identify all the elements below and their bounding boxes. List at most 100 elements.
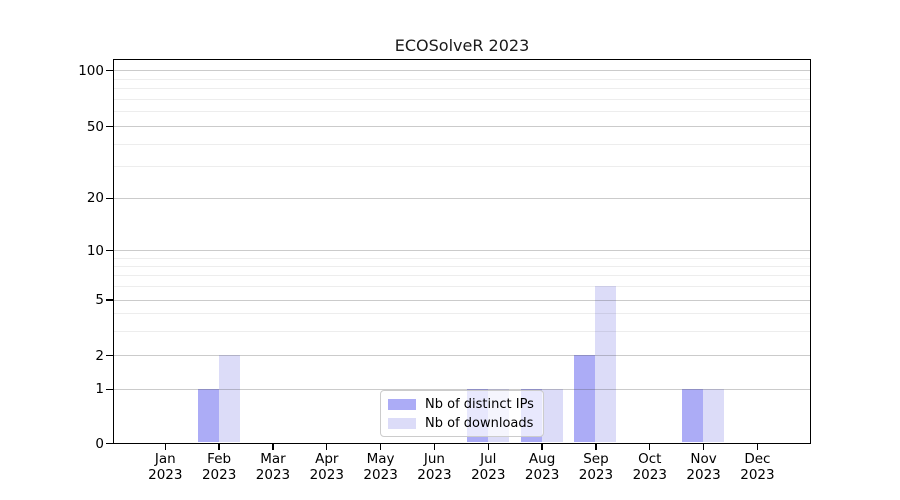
y-tick-label: 100 bbox=[78, 62, 104, 79]
x-tick-label: Jan 2023 bbox=[129, 451, 201, 483]
gridline-major bbox=[114, 250, 810, 251]
y-tick-label: 2 bbox=[95, 347, 104, 364]
y-tick-label: 10 bbox=[86, 242, 104, 259]
x-tick-year: 2023 bbox=[148, 466, 183, 483]
y-tick-mark bbox=[106, 442, 113, 445]
gridline-minor bbox=[114, 257, 810, 259]
x-tick-month: Jul bbox=[480, 451, 497, 467]
x-tick-month: Mar bbox=[260, 451, 286, 467]
x-tick-label: Nov 2023 bbox=[668, 451, 740, 483]
bar-distinct-ips-nov bbox=[682, 388, 704, 442]
x-tick-mark bbox=[379, 443, 382, 450]
x-tick-year: 2023 bbox=[524, 466, 560, 483]
x-tick-month: Jun bbox=[423, 451, 445, 467]
x-tick-label: Jul 2023 bbox=[452, 451, 524, 483]
legend-item-distinct-ips: Nb of distinct IPs bbox=[388, 397, 536, 412]
x-tick-month: May bbox=[366, 451, 395, 467]
x-tick-year: 2023 bbox=[255, 466, 291, 483]
x-tick-year: 2023 bbox=[309, 466, 344, 483]
y-tick-mark bbox=[106, 249, 113, 252]
gridline-minor bbox=[114, 111, 810, 113]
x-tick-year: 2023 bbox=[686, 466, 721, 483]
gridline-major bbox=[114, 197, 810, 199]
legend-label-distinct-ips: Nb of distinct IPs bbox=[425, 396, 534, 412]
bar-downloads-nov bbox=[703, 388, 725, 442]
legend-label-downloads: Nb of downloads bbox=[425, 415, 534, 431]
x-tick-month: Sep bbox=[583, 451, 609, 467]
x-tick-mark bbox=[218, 443, 220, 450]
y-tick-mark bbox=[106, 355, 113, 357]
gridline-major bbox=[114, 70, 810, 72]
y-tick-label: 50 bbox=[86, 118, 104, 135]
bar-distinct-ips-sep bbox=[574, 355, 596, 442]
x-tick-year: 2023 bbox=[471, 466, 506, 483]
x-tick-month: Dec bbox=[744, 451, 771, 467]
gridline-major bbox=[114, 126, 810, 128]
x-tick-mark bbox=[756, 443, 759, 450]
x-tick-year: 2023 bbox=[363, 466, 398, 483]
x-tick-mark bbox=[541, 443, 543, 450]
y-tick-mark bbox=[106, 299, 113, 301]
x-tick-year: 2023 bbox=[740, 466, 775, 483]
x-tick-month: Feb bbox=[207, 451, 232, 467]
x-tick-label: Aug 2023 bbox=[506, 451, 578, 483]
bar-distinct-ips-feb bbox=[197, 388, 219, 442]
x-tick-label: Jun 2023 bbox=[398, 451, 470, 483]
bar-downloads-sep bbox=[595, 286, 617, 442]
legend: Nb of distinct IPs Nb of downloads bbox=[380, 390, 544, 437]
gridline-minor bbox=[114, 166, 810, 168]
y-tick-mark bbox=[106, 197, 113, 199]
x-tick-year: 2023 bbox=[417, 466, 452, 483]
legend-item-downloads: Nb of downloads bbox=[388, 416, 536, 431]
chart-title: ECOSolveR 2023 bbox=[394, 36, 530, 55]
x-tick-mark bbox=[649, 443, 651, 450]
bar-downloads-aug bbox=[541, 388, 563, 442]
gridline-minor bbox=[114, 286, 810, 288]
y-tick-mark bbox=[106, 388, 113, 390]
x-tick-month: Apr bbox=[315, 451, 339, 467]
gridline-minor bbox=[114, 143, 810, 145]
gridline-major bbox=[114, 355, 810, 357]
x-tick-month: Oct bbox=[638, 451, 662, 467]
gridline-minor bbox=[114, 330, 810, 332]
x-tick-label: Sep 2023 bbox=[560, 451, 632, 483]
x-tick-label: Dec 2023 bbox=[721, 451, 793, 483]
gridline-minor bbox=[114, 78, 810, 80]
x-tick-month: Jan bbox=[154, 451, 176, 467]
gridline-minor bbox=[114, 265, 810, 267]
x-tick-month: Aug bbox=[528, 451, 556, 467]
x-tick-label: Apr 2023 bbox=[291, 451, 363, 483]
gridline-minor bbox=[114, 88, 810, 90]
x-tick-label: May 2023 bbox=[345, 451, 417, 483]
y-tick-label: 20 bbox=[86, 190, 104, 207]
x-tick-label: Oct 2023 bbox=[614, 451, 686, 483]
legend-swatch-downloads bbox=[388, 417, 416, 429]
x-tick-mark bbox=[272, 443, 274, 450]
y-tick-label: 5 bbox=[95, 292, 104, 308]
x-tick-mark bbox=[595, 443, 597, 450]
bar-downloads-feb bbox=[218, 355, 240, 442]
x-tick-year: 2023 bbox=[632, 466, 667, 483]
legend-swatch-distinct-ips bbox=[388, 398, 416, 410]
x-tick-mark bbox=[164, 443, 166, 450]
y-tick-label: 1 bbox=[95, 381, 104, 398]
plot-area bbox=[113, 59, 811, 444]
gridline-minor bbox=[114, 99, 810, 101]
x-tick-label: Feb 2023 bbox=[183, 451, 255, 483]
x-tick-year: 2023 bbox=[578, 466, 614, 483]
x-tick-month: Nov bbox=[690, 451, 717, 467]
gridline-minor bbox=[114, 313, 810, 315]
gridlines-layer bbox=[114, 60, 810, 443]
x-tick-mark bbox=[702, 443, 705, 450]
x-tick-label: Mar 2023 bbox=[237, 451, 309, 483]
y-tick-mark bbox=[106, 70, 113, 72]
y-tick-label: 0 bbox=[95, 435, 104, 452]
y-tick-mark bbox=[106, 126, 113, 128]
x-tick-mark bbox=[487, 443, 489, 450]
x-tick-mark bbox=[433, 443, 436, 450]
x-tick-year: 2023 bbox=[201, 466, 237, 483]
gridline-major bbox=[114, 388, 810, 390]
x-tick-mark bbox=[326, 443, 328, 450]
gridline-minor bbox=[114, 275, 810, 277]
